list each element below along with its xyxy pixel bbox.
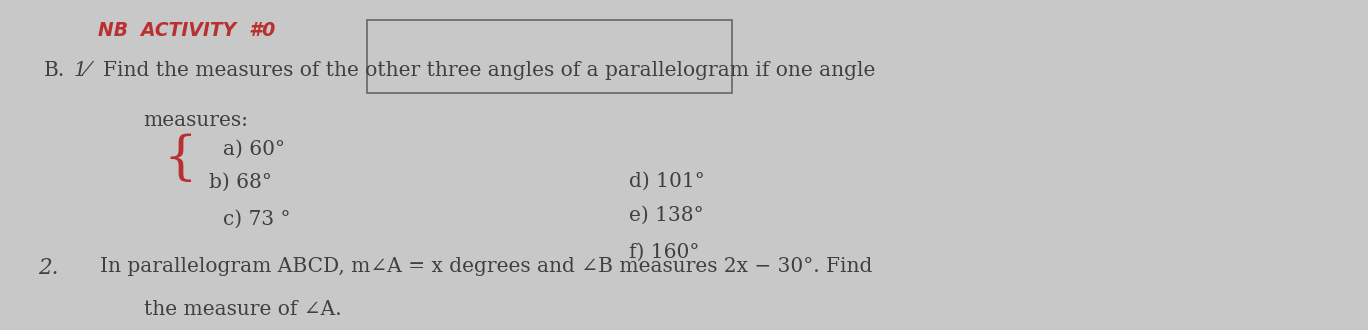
Bar — [367, 20, 732, 93]
Text: B.: B. — [44, 61, 66, 80]
Text: d) 101°: d) 101° — [629, 172, 705, 191]
Text: b) 68°: b) 68° — [209, 173, 272, 192]
Text: f) 160°: f) 160° — [629, 243, 699, 262]
Text: e) 138°: e) 138° — [629, 206, 705, 225]
Text: 1⁄: 1⁄ — [74, 61, 90, 80]
Text: {: { — [164, 133, 197, 184]
Text: measures:: measures: — [144, 111, 249, 130]
Text: Find the measures of the other three angles of a parallelogram if one angle: Find the measures of the other three ang… — [103, 61, 876, 80]
Text: NB  ACTIVITY  #0: NB ACTIVITY #0 — [98, 21, 276, 41]
Text: a) 60°: a) 60° — [223, 140, 285, 159]
Text: 2.: 2. — [38, 257, 59, 280]
Text: In parallelogram ABCD, m∠A = x degrees and ∠B measures 2x − 30°. Find: In parallelogram ABCD, m∠A = x degrees a… — [100, 257, 873, 277]
Text: c) 73 °: c) 73 ° — [223, 210, 290, 229]
Text: the measure of ∠A.: the measure of ∠A. — [144, 300, 341, 319]
